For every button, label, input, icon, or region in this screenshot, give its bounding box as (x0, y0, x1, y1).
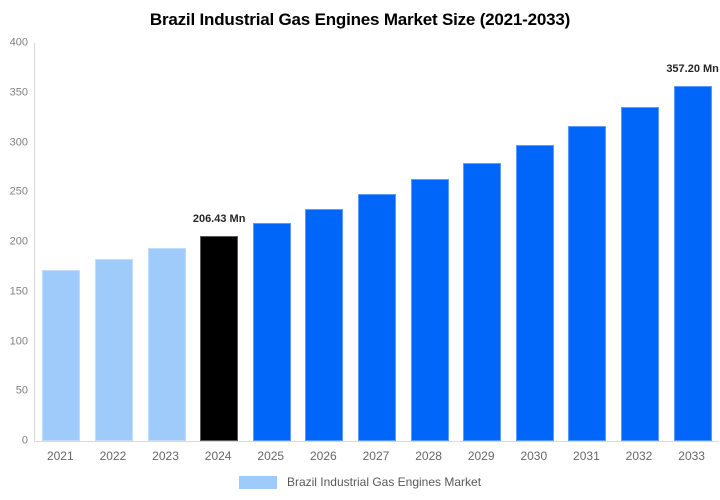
bar-2032[interactable] (621, 106, 659, 441)
bar-slot-2026 (298, 43, 351, 441)
bar-slot-2033: 357.20 Mn (666, 43, 719, 441)
x-tick-label-2026: 2026 (310, 449, 337, 463)
y-tick-label: 250 (9, 185, 28, 198)
bar-slot-2025 (245, 43, 298, 441)
x-tick-label-2023: 2023 (152, 449, 179, 463)
bars-container: 206.43 Mn 357.20 Mn (35, 43, 719, 441)
y-tick-label: 200 (9, 235, 28, 248)
y-axis-labels: 0 50 100 150 200 250 300 350 400 (1, 37, 28, 447)
legend: Brazil Industrial Gas Engines Market (0, 475, 720, 489)
bar-annotation-2033: 357.20 Mn (666, 62, 719, 75)
y-tick-label: 0 (21, 434, 28, 447)
y-tick-label: 50 (15, 384, 28, 397)
x-tick-label-2030: 2030 (520, 449, 548, 463)
bar-2022[interactable] (94, 259, 133, 441)
bar-2033[interactable] (673, 85, 712, 441)
legend-label: Brazil Industrial Gas Engines Market (286, 475, 482, 489)
y-tick-label: 400 (9, 36, 28, 49)
bar-slot-2030 (508, 43, 561, 441)
bar-2027[interactable] (357, 194, 396, 441)
bar-2023[interactable] (147, 247, 186, 441)
bar-2026[interactable] (305, 208, 344, 441)
y-tick-label: 300 (9, 136, 28, 148)
bar-2031[interactable] (568, 126, 607, 441)
bar-2030[interactable] (515, 145, 554, 441)
bar-2025[interactable] (252, 222, 291, 441)
x-tick-label-2022: 2022 (99, 449, 127, 463)
y-tick-label: 100 (9, 335, 28, 347)
bar-slot-2023 (140, 43, 193, 441)
bar-2029[interactable] (463, 162, 502, 441)
x-tick-label-2025: 2025 (257, 449, 285, 463)
bar-slot-2021 (35, 43, 88, 441)
bar-slot-2024: 206.43 Mn (193, 43, 246, 441)
bar-annotation-2024: 206.43 Mn (192, 212, 246, 225)
x-tick-label-2029: 2029 (467, 449, 495, 463)
x-axis-labels: 2021 2022 2023 2024 2025 2026 2027 2028 2029 2030… (34, 449, 718, 463)
bar-slot-2029 (456, 43, 509, 441)
bar-slot-2022 (88, 43, 141, 441)
legend-swatch (238, 475, 277, 489)
x-tick-label-2027: 2027 (362, 449, 390, 463)
chart-title: Brazil Industrial Gas Engines Market Siz… (149, 10, 571, 29)
y-tick-label: 150 (9, 285, 28, 298)
x-tick-label-2028: 2028 (415, 449, 442, 463)
bar-slot-2028 (403, 43, 456, 441)
x-tick-label-2021: 2021 (46, 449, 74, 463)
bar-2028[interactable] (410, 178, 449, 441)
x-tick-label-2024: 2024 (204, 449, 232, 463)
x-tick-label-2031: 2031 (573, 449, 600, 463)
bar-slot-2032 (614, 43, 667, 441)
bar-2021[interactable] (42, 269, 81, 441)
bar-2024[interactable] (200, 235, 239, 441)
bar-slot-2027 (351, 43, 404, 441)
x-tick-label-2033: 2033 (678, 449, 705, 463)
x-tick-label-2032: 2032 (625, 449, 653, 463)
bar-slot-2031 (561, 43, 614, 441)
plot-area: 0 50 100 150 200 250 300 350 400 206.43 Mn 357.20… (10, 37, 719, 447)
y-tick-label: 350 (9, 86, 28, 99)
